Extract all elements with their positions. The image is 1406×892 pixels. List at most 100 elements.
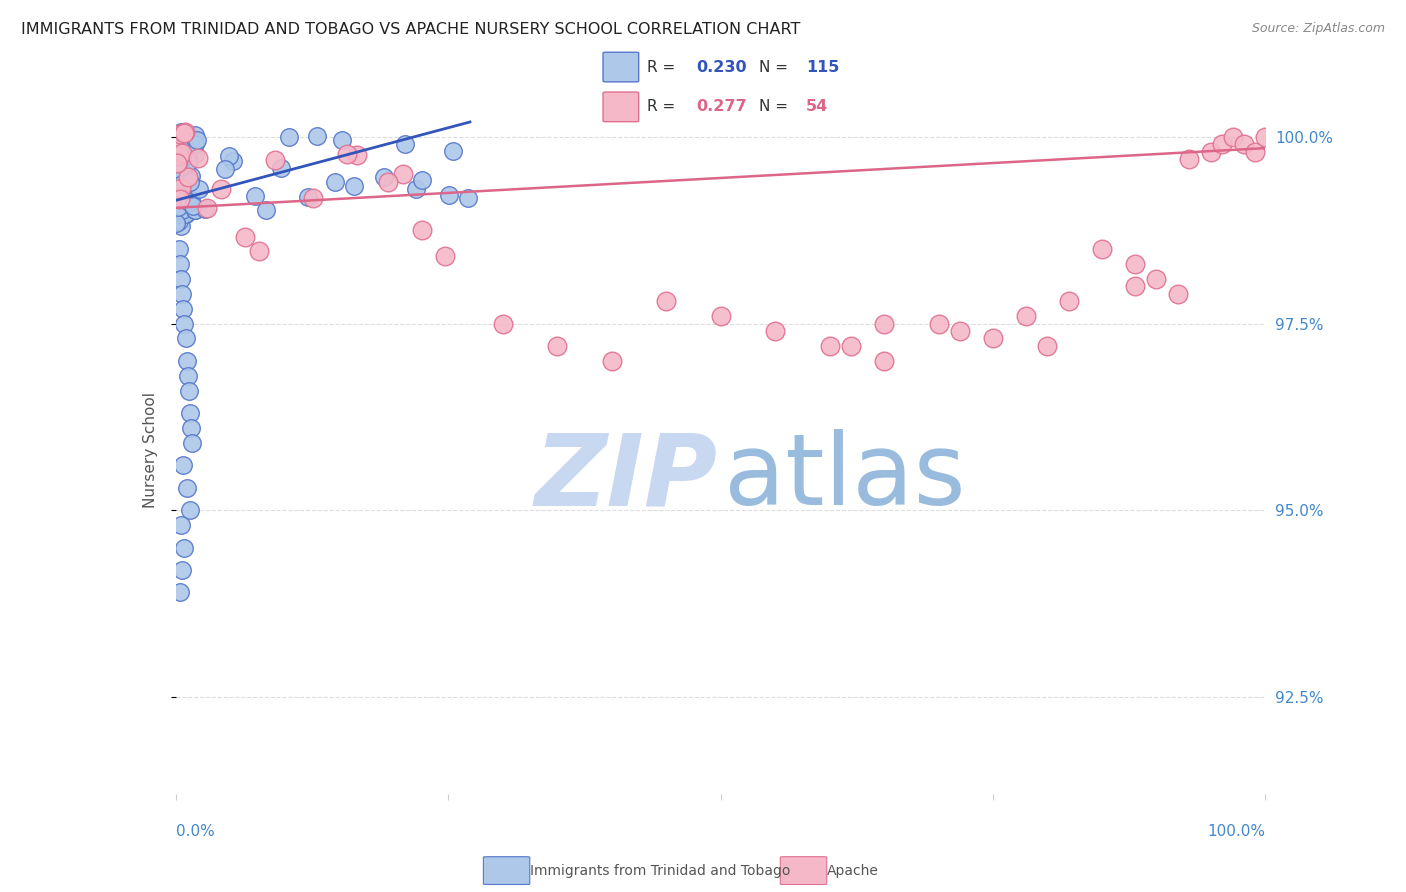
Point (1232, 137, 1256, 152)
Point (181, 436, 204, 450)
Point (373, 170, 395, 185)
Point (1254, 129, 1277, 144)
Point (173, 317, 195, 331)
Point (167, 207, 190, 221)
Point (166, 144, 188, 158)
Point (177, 384, 200, 398)
Point (169, 175, 191, 189)
Point (405, 182, 427, 196)
Point (166, 155, 188, 169)
Point (169, 257, 191, 271)
Text: 0.230: 0.230 (696, 60, 747, 75)
Point (949, 324, 972, 338)
Point (177, 155, 200, 169)
Point (1144, 271, 1167, 285)
Point (170, 142, 193, 156)
Point (170, 177, 193, 191)
Point (1211, 137, 1233, 152)
Point (441, 144, 464, 158)
Point (254, 202, 277, 217)
Point (302, 192, 325, 206)
Point (166, 212, 188, 227)
Point (209, 182, 232, 196)
Point (1036, 339, 1059, 353)
Point (169, 585, 191, 599)
Point (167, 161, 190, 175)
Point (173, 126, 195, 140)
Point (166, 150, 188, 164)
Point (214, 161, 236, 176)
Point (184, 137, 207, 152)
Point (1167, 286, 1189, 301)
Point (492, 317, 515, 331)
Point (177, 368, 200, 383)
Point (167, 176, 190, 190)
Point (167, 136, 190, 151)
Point (167, 142, 190, 156)
Text: 0.0%: 0.0% (176, 824, 215, 839)
Point (180, 193, 202, 207)
Point (263, 153, 285, 167)
Point (176, 179, 198, 194)
Point (169, 142, 191, 156)
Point (170, 172, 193, 186)
Point (173, 128, 195, 142)
Point (377, 175, 399, 189)
Y-axis label: Nursery School: Nursery School (142, 392, 157, 508)
Point (167, 145, 190, 160)
Point (343, 178, 366, 193)
Point (179, 406, 201, 420)
Point (278, 129, 301, 144)
Point (173, 175, 195, 189)
Point (179, 503, 201, 517)
Text: atlas: atlas (724, 429, 966, 526)
Point (174, 331, 197, 345)
Text: R =: R = (647, 99, 681, 114)
Point (172, 286, 194, 301)
Point (270, 161, 292, 175)
Point (297, 189, 319, 203)
Point (177, 169, 200, 184)
Point (172, 202, 194, 217)
Point (818, 339, 841, 353)
Point (180, 421, 202, 435)
Point (167, 200, 190, 214)
Text: Apache: Apache (827, 863, 879, 878)
Point (173, 193, 195, 207)
Point (165, 186, 187, 201)
Point (457, 191, 479, 205)
Point (173, 150, 195, 164)
Point (170, 219, 193, 233)
Point (411, 173, 433, 187)
Point (600, 354, 623, 368)
Point (173, 541, 195, 555)
Point (172, 203, 194, 218)
Point (323, 175, 346, 189)
Text: IMMIGRANTS FROM TRINIDAD AND TOBAGO VS APACHE NURSERY SCHOOL CORRELATION CHART: IMMIGRANTS FROM TRINIDAD AND TOBAGO VS A… (21, 22, 800, 37)
Point (346, 148, 368, 162)
Point (873, 354, 896, 368)
Point (194, 202, 217, 216)
FancyBboxPatch shape (603, 92, 638, 121)
Point (763, 324, 786, 338)
Point (174, 140, 197, 154)
Point (169, 193, 191, 207)
Point (172, 205, 194, 219)
Point (169, 185, 191, 199)
Point (188, 182, 211, 196)
Point (169, 155, 191, 169)
FancyBboxPatch shape (484, 856, 530, 885)
Point (546, 339, 568, 353)
Point (169, 178, 191, 192)
Point (197, 201, 219, 215)
Text: 0.277: 0.277 (696, 99, 747, 114)
Point (1015, 309, 1038, 323)
Point (172, 563, 194, 577)
Point (169, 127, 191, 141)
Point (1199, 145, 1222, 159)
Point (170, 271, 193, 285)
Point (394, 136, 416, 151)
Point (166, 215, 188, 229)
Point (167, 140, 190, 154)
Point (873, 317, 896, 331)
